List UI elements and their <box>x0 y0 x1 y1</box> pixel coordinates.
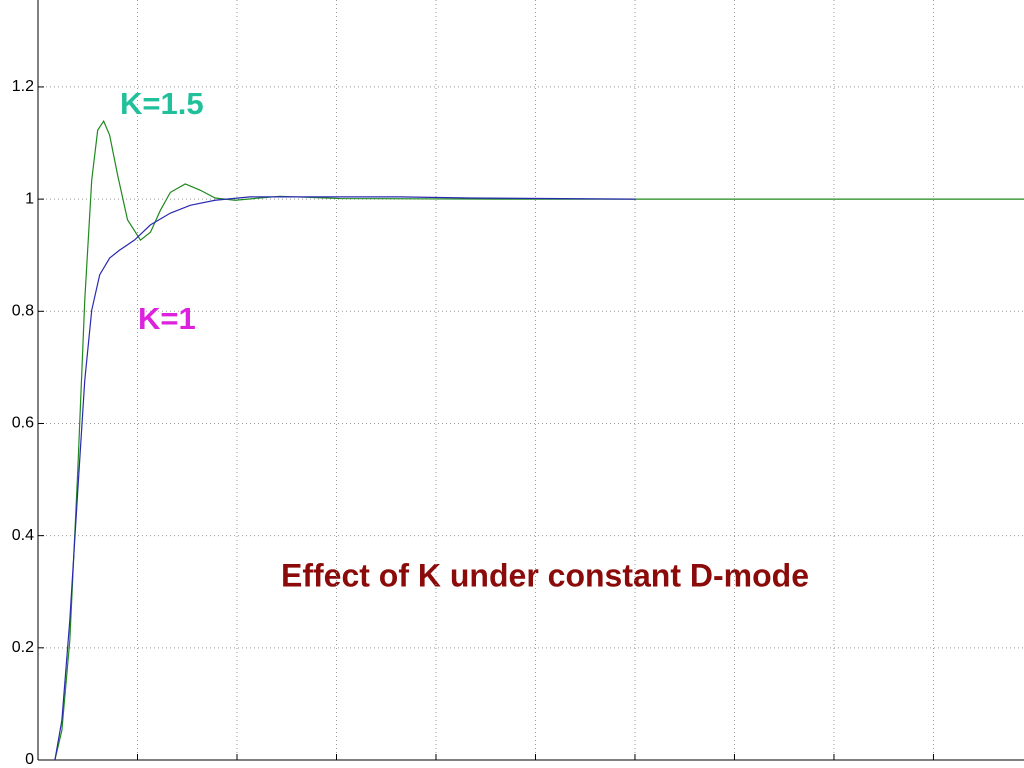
y-tick-label: 0.6 <box>12 415 34 432</box>
y-tick-label: 0.2 <box>12 639 34 656</box>
chart-title: Effect of K under constant D-mode <box>281 557 809 593</box>
y-tick-label: 1.2 <box>12 78 34 95</box>
y-tick-label: 0.8 <box>12 303 34 320</box>
line <box>54 119 1024 761</box>
y-tick-label: 1 <box>25 190 34 207</box>
series-label: K=1.5 <box>120 86 204 121</box>
series-label: K=1 <box>138 301 196 336</box>
y-tick-label: 0.4 <box>12 527 34 544</box>
line <box>54 196 636 761</box>
y-tick-label: 0 <box>25 751 34 768</box>
